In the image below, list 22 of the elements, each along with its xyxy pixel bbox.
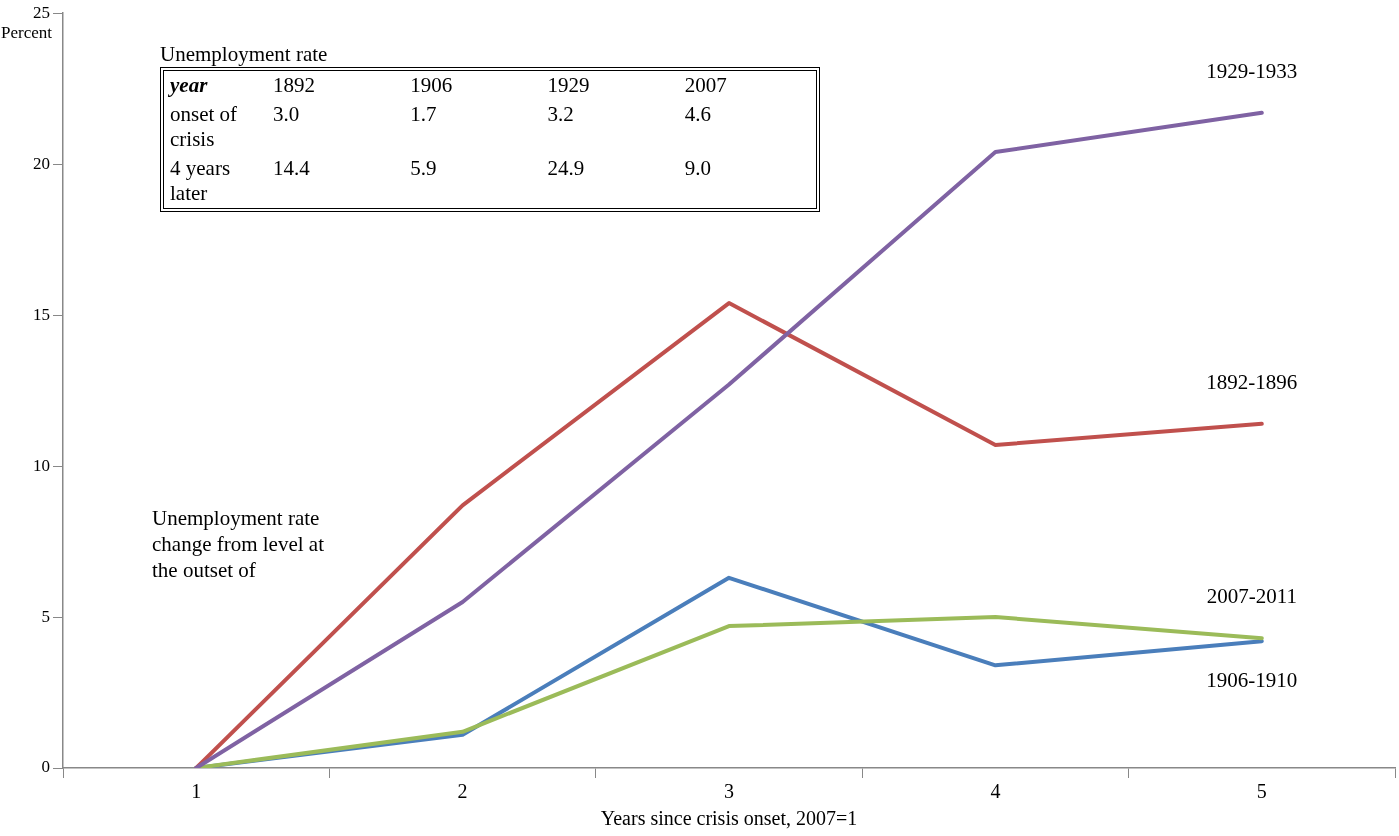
series-label: 1906-1910 [1206, 668, 1298, 693]
y-tick-label: 20 [33, 153, 50, 173]
series-label: 1892-1896 [1206, 369, 1298, 394]
y-tick-label: 10 [33, 455, 50, 475]
series-label: 2007-2011 [1206, 584, 1297, 609]
x-axis-title: Years since crisis onset, 2007=1 [600, 807, 858, 830]
y-axis-title: Percent [1, 23, 53, 43]
x-tick-label: 5 [1256, 780, 1267, 803]
y-tick-label: 25 [33, 2, 50, 22]
y-tick-label: 5 [41, 606, 50, 626]
x-tick-label: 3 [724, 780, 734, 803]
y-tick-label: 15 [33, 304, 50, 324]
text: 4 years later 14.4 5.9 24.9 9.0 [170, 156, 711, 205]
text: onset of crisis 3.0 1.7 3.2 4.6 [170, 102, 711, 151]
text: year 1892 1906 1929 2007 [170, 73, 727, 97]
x-tick-label: 1 [191, 780, 202, 803]
series-label: 1929-1933 [1206, 58, 1298, 83]
annotation: Unemployment rate change from level at the outset of [152, 505, 325, 583]
x-tick-label: 2 [457, 780, 468, 803]
y-tick-label: 0 [41, 757, 50, 777]
annotation: Unemployment rate [160, 42, 329, 67]
x-tick-label: 4 [990, 780, 1001, 803]
